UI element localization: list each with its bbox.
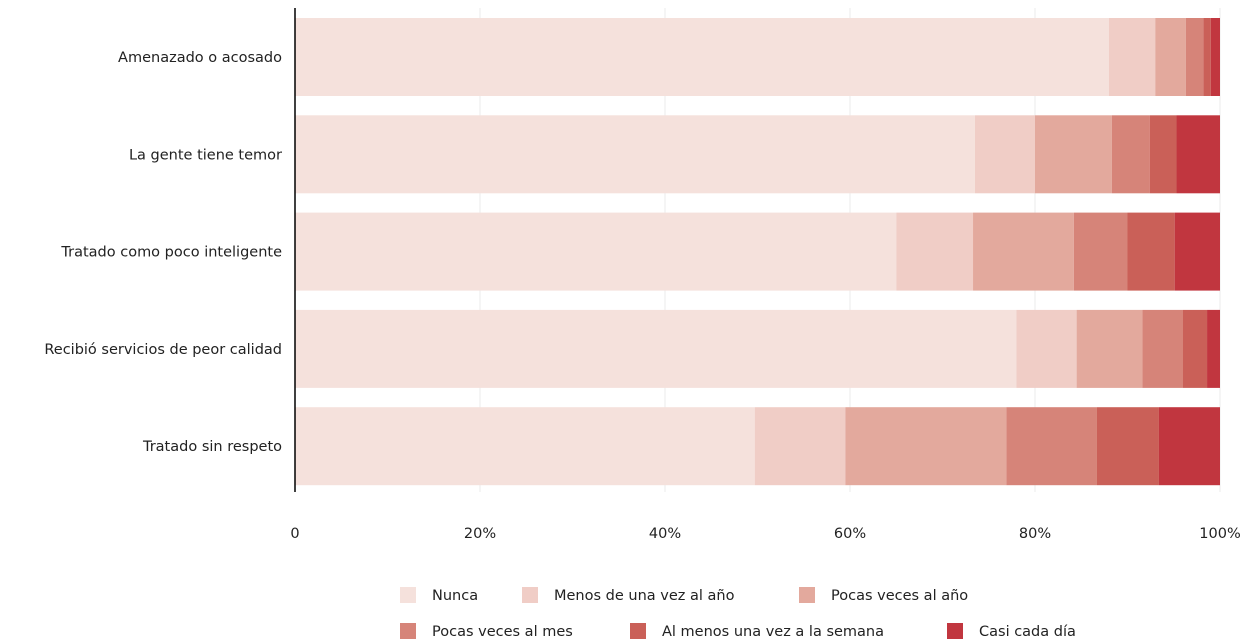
legend-swatch xyxy=(522,587,538,603)
x-tick-label: 0 xyxy=(290,526,299,542)
bar-segment xyxy=(295,18,1109,96)
bar-segment xyxy=(1158,407,1220,486)
bar-segment xyxy=(1109,18,1156,96)
bar-segment xyxy=(1142,309,1183,388)
x-tick-label: 100% xyxy=(1199,526,1240,542)
bar-segment xyxy=(1076,309,1143,388)
legend-label: Pocas veces al año xyxy=(831,588,968,604)
bar-segment xyxy=(754,407,846,486)
legend-swatch xyxy=(799,587,815,603)
legend-swatch xyxy=(630,623,646,639)
category-label: Tratado como poco inteligente xyxy=(60,245,282,261)
legend-label: Menos de una vez al año xyxy=(554,588,735,604)
legend: Nunca Menos de una vez al año Pocas veces … xyxy=(400,587,1076,640)
legend-swatch xyxy=(400,623,416,639)
bar-segment xyxy=(1016,309,1077,388)
bar-segment xyxy=(1174,212,1220,291)
x-tick-label: 40% xyxy=(649,526,681,542)
category-label: Amenazado o acosado xyxy=(118,50,282,66)
bar-segment xyxy=(896,212,974,291)
x-tick-labels: 0 20% 40% 60% 80% 100% xyxy=(290,526,1240,542)
bar-segment xyxy=(295,309,1017,388)
bar-segment xyxy=(295,212,897,291)
bar-segment xyxy=(295,407,755,486)
bar-segment xyxy=(1073,212,1128,291)
legend-label: Nunca xyxy=(432,588,478,604)
x-tick-label: 80% xyxy=(1019,526,1051,542)
bar-segment xyxy=(1006,407,1097,486)
category-label: Recibió servicios de peor calidad xyxy=(44,342,282,358)
bar-segment xyxy=(1149,115,1177,194)
bar-segment xyxy=(1210,18,1220,96)
bar-segment xyxy=(1127,212,1175,291)
x-tick-label: 20% xyxy=(464,526,496,542)
legend-label: Pocas veces al mes xyxy=(432,624,573,640)
category-label: Tratado sin respeto xyxy=(142,439,282,455)
bar-segment xyxy=(1203,18,1211,96)
category-label: La gente tiene temor xyxy=(129,147,282,163)
bar-segment xyxy=(974,115,1035,194)
bar-segment xyxy=(1183,309,1208,388)
bar-segment xyxy=(1207,309,1220,388)
bar-segment xyxy=(845,407,1007,486)
legend-label: Al menos una vez a la semana xyxy=(662,624,884,640)
bar-segment xyxy=(1155,18,1186,96)
legend-swatch xyxy=(947,623,963,639)
x-tick-label: 60% xyxy=(834,526,866,542)
bar-segment xyxy=(973,212,1074,291)
category-labels: Amenazado o acosado La gente tiene temor T… xyxy=(44,50,282,455)
bar-segment xyxy=(1176,115,1220,194)
bar-segment xyxy=(1185,18,1204,96)
legend-swatch xyxy=(400,587,416,603)
legend-label: Casi cada día xyxy=(979,624,1076,640)
bars xyxy=(295,18,1220,486)
bar-segment xyxy=(1035,115,1112,194)
bar-segment xyxy=(1111,115,1150,194)
bar-segment xyxy=(1096,407,1159,486)
bar-segment xyxy=(295,115,975,194)
